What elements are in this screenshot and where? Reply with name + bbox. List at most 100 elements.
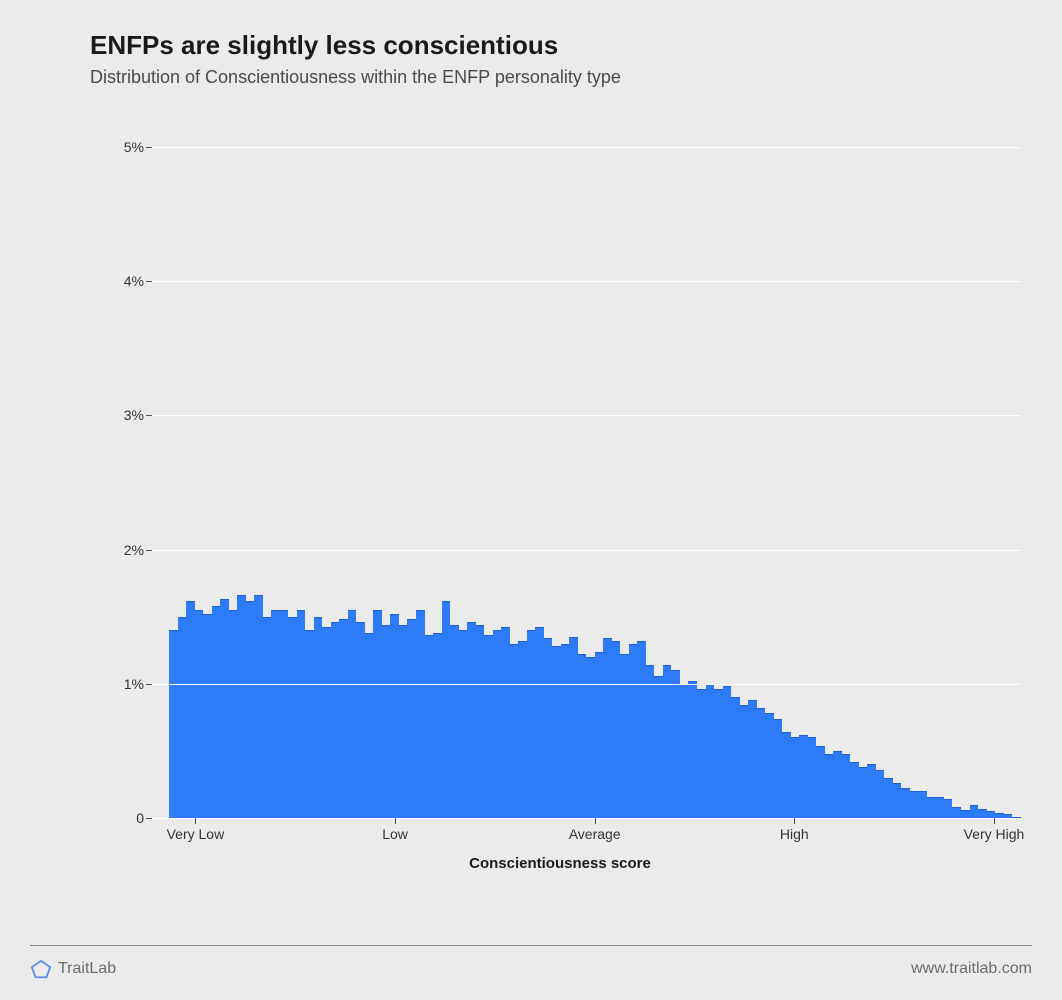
brand-name: TraitLab bbox=[58, 960, 116, 978]
x-tick-mark bbox=[395, 818, 396, 824]
histogram-bar bbox=[714, 689, 723, 818]
histogram-bar bbox=[603, 638, 612, 818]
histogram-bar bbox=[314, 617, 323, 818]
histogram-bar bbox=[186, 601, 195, 818]
footer-row: TraitLab www.traitlab.com bbox=[30, 958, 1032, 980]
histogram-bar bbox=[952, 807, 961, 818]
histogram-bar bbox=[220, 599, 229, 818]
histogram-bar bbox=[246, 601, 255, 818]
x-tick-label: Very Low bbox=[167, 826, 225, 842]
histogram-bar bbox=[305, 630, 314, 818]
y-tick-label: 5% bbox=[90, 139, 144, 155]
histogram-bar bbox=[935, 797, 944, 818]
histogram-bar bbox=[970, 805, 979, 818]
histogram-bar bbox=[944, 799, 953, 818]
histogram-bar bbox=[799, 735, 808, 818]
histogram-bar bbox=[987, 811, 996, 818]
plot-area bbox=[152, 120, 1020, 818]
gridline-h bbox=[152, 415, 1020, 416]
histogram-bar bbox=[680, 684, 689, 818]
histogram-bar bbox=[663, 665, 672, 818]
histogram-bar bbox=[740, 705, 749, 818]
histogram-bar bbox=[450, 625, 459, 818]
histogram-bar bbox=[476, 625, 485, 818]
y-tick-label: 2% bbox=[90, 542, 144, 558]
y-tick-mark bbox=[146, 415, 152, 416]
histogram-bar bbox=[459, 630, 468, 818]
histogram-bar bbox=[263, 617, 272, 818]
footer-url: www.traitlab.com bbox=[911, 960, 1032, 978]
histogram-bar bbox=[748, 700, 757, 818]
histogram-bar bbox=[348, 610, 357, 818]
histogram-bar bbox=[237, 595, 246, 818]
gridline-h bbox=[152, 818, 1020, 819]
histogram-bar bbox=[808, 737, 817, 818]
histogram-bar bbox=[331, 622, 340, 818]
histogram-bar bbox=[561, 644, 570, 819]
chart-container: ENFPs are slightly less conscientious Di… bbox=[0, 0, 1062, 1000]
histogram-bar bbox=[390, 614, 399, 818]
histogram-bar bbox=[510, 644, 519, 819]
y-tick-mark bbox=[146, 281, 152, 282]
histogram-bar bbox=[271, 610, 280, 818]
histogram-bar bbox=[629, 644, 638, 819]
histogram-bar bbox=[671, 670, 680, 818]
histogram-bar bbox=[203, 614, 212, 818]
histogram-bar bbox=[901, 788, 910, 818]
histogram-bar bbox=[484, 635, 493, 818]
y-tick-label: 3% bbox=[90, 407, 144, 423]
histogram-bar bbox=[961, 810, 970, 818]
histogram-bar bbox=[254, 595, 263, 818]
histogram-bar bbox=[527, 630, 536, 818]
x-tick-label: Very High bbox=[964, 826, 1025, 842]
histogram-bar bbox=[595, 652, 604, 818]
x-tick-mark bbox=[994, 818, 995, 824]
histogram-bar bbox=[654, 676, 663, 818]
histogram-bar bbox=[212, 606, 221, 818]
histogram-bar bbox=[229, 610, 238, 818]
histogram-bar bbox=[833, 751, 842, 818]
footer-divider bbox=[30, 945, 1032, 946]
histogram-bar bbox=[552, 646, 561, 818]
histogram-bar bbox=[178, 617, 187, 818]
gridline-h bbox=[152, 684, 1020, 685]
histogram-bar bbox=[731, 697, 740, 818]
histogram-bar bbox=[399, 625, 408, 818]
histogram-bar bbox=[816, 746, 825, 818]
histogram-bar bbox=[339, 619, 348, 818]
histogram-bar bbox=[586, 657, 595, 818]
histogram-bar bbox=[467, 622, 476, 818]
x-tick-label: Low bbox=[382, 826, 408, 842]
histogram-bar bbox=[535, 627, 544, 818]
plot-wrap: Percent of ENFPs across Conscientiousnes… bbox=[90, 108, 1030, 868]
x-axis-title: Conscientiousness score bbox=[90, 855, 1030, 872]
histogram-bar bbox=[195, 610, 204, 818]
y-tick-label: 0 bbox=[90, 810, 144, 826]
histogram-bar bbox=[433, 633, 442, 818]
histogram-bar bbox=[356, 622, 365, 818]
histogram-bar bbox=[791, 737, 800, 818]
histogram-bar bbox=[842, 754, 851, 818]
histogram-bar bbox=[297, 610, 306, 818]
brand: TraitLab bbox=[30, 958, 116, 980]
histogram-bar bbox=[884, 778, 893, 818]
histogram-bar bbox=[757, 708, 766, 818]
histogram-bar bbox=[425, 635, 434, 818]
x-tick-mark bbox=[195, 818, 196, 824]
y-tick-mark bbox=[146, 684, 152, 685]
histogram-bar bbox=[612, 641, 621, 818]
histogram-bar bbox=[322, 627, 331, 818]
histogram-bar bbox=[825, 754, 834, 818]
histogram-bar bbox=[859, 767, 868, 818]
histogram-bar bbox=[407, 619, 416, 818]
chart-subtitle: Distribution of Conscientiousness within… bbox=[90, 67, 1032, 88]
histogram-bar bbox=[637, 641, 646, 818]
histogram-bar bbox=[893, 783, 902, 818]
gridline-h bbox=[152, 550, 1020, 551]
histogram-bar bbox=[382, 625, 391, 818]
histogram-bar bbox=[288, 617, 297, 818]
histogram-bar bbox=[867, 764, 876, 818]
x-tick-mark bbox=[794, 818, 795, 824]
histogram-bar bbox=[365, 633, 374, 818]
histogram-bars bbox=[152, 120, 1020, 818]
